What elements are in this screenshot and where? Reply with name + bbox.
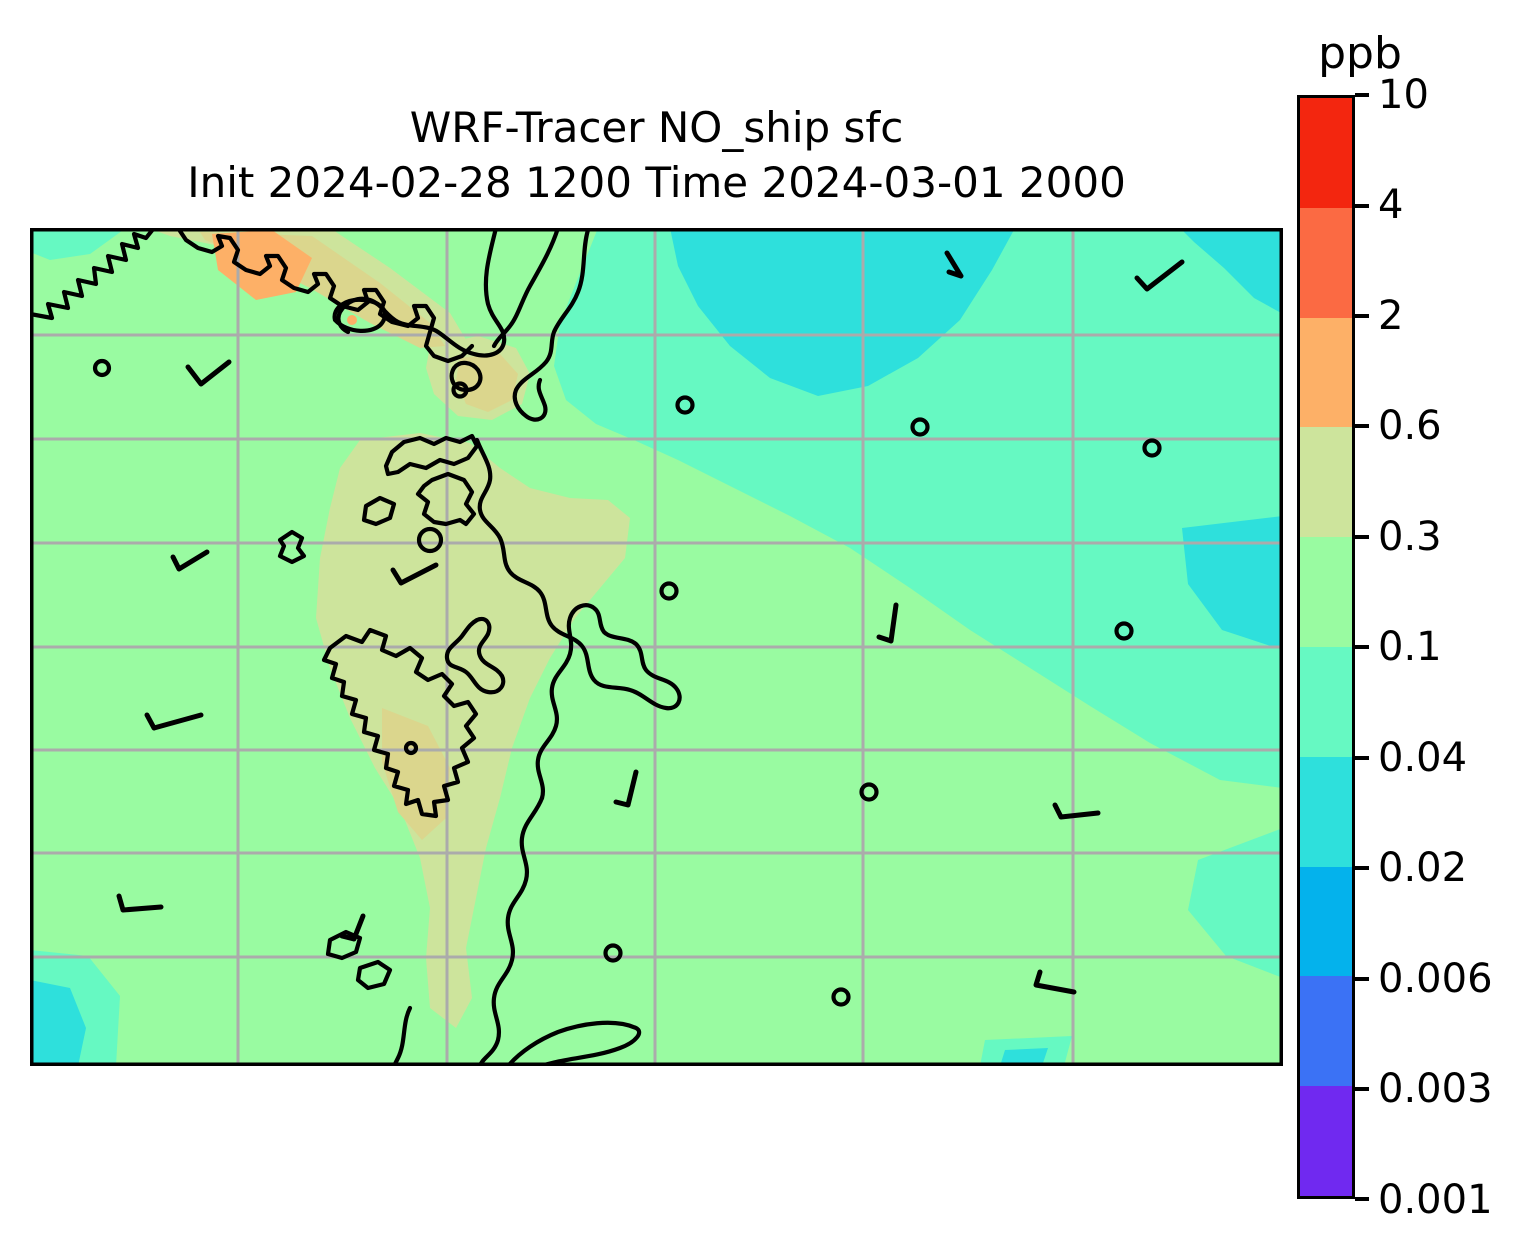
colorbar-tickmark <box>1355 424 1369 428</box>
colorbar-segment-0.3-0.6 <box>1300 427 1352 538</box>
coast-island-seahorse <box>444 616 506 695</box>
latlon-gridlines <box>30 228 1283 1066</box>
contour-map <box>30 228 1283 1066</box>
coast-island-west-jagged <box>321 627 479 819</box>
colorbar-tickmark <box>1355 645 1369 649</box>
colorbar-tickmark <box>1355 866 1369 870</box>
coast-south-tail <box>477 795 545 1066</box>
fill-band-0p02-0p04-bottomcenter <box>1000 1048 1048 1066</box>
fill-khaki-core-inlet <box>456 354 518 412</box>
calm-wind-circle <box>659 581 679 601</box>
colorbar-tick-label: 10 <box>1378 72 1429 118</box>
map-axes <box>30 228 1283 1066</box>
colorbar-tick-label: 0.04 <box>1378 735 1468 781</box>
coastlines <box>30 228 682 1066</box>
colorbar-segment-4-10 <box>1300 98 1352 208</box>
colorbar-tickmark <box>1355 977 1369 981</box>
fill-band-0p6-2-dot <box>347 315 357 325</box>
calm-wind-circle <box>451 381 469 399</box>
colorbar-tickmark <box>1355 93 1369 97</box>
colorbar-tickmark <box>1355 535 1369 539</box>
colorbar-unit-label: ppb <box>1318 28 1402 79</box>
colorbar-segment-2-4 <box>1300 207 1352 318</box>
coast-inlet-east-leg <box>512 228 591 422</box>
calm-wind-circle <box>1142 438 1162 458</box>
wind-barb <box>339 913 366 942</box>
wind-barb <box>1033 969 1077 995</box>
plot-title-line1: WRF-Tracer NO_ship sfc <box>409 103 904 152</box>
colorbar-tickmark <box>1355 314 1369 318</box>
calm-wind-circle <box>910 417 930 437</box>
fill-band-0p02-0p04-bottomleft <box>30 980 86 1066</box>
coast-islet-notched <box>277 529 307 565</box>
wind-barb <box>876 602 899 644</box>
coast-inlet-west <box>336 228 507 358</box>
fill-band-0p3-0p6-archipelago <box>316 433 630 1028</box>
calm-wind-circle <box>603 943 623 963</box>
plot-title: WRF-Tracer NO_ship sfc Init 2024-02-28 1… <box>30 100 1283 210</box>
coast-north-mainland <box>175 228 475 364</box>
colorbar-tick-label: 0.6 <box>1378 403 1442 449</box>
colorbar-tickmark <box>1355 1197 1369 1201</box>
coast-bottom-exit <box>391 1005 413 1066</box>
colorbar-tick-label: 0.02 <box>1378 845 1468 891</box>
fill-band-0p02-0p04-rightmid <box>1182 516 1283 650</box>
plot-title-line2: Init 2024-02-28 1200 Time 2024-03-01 200… <box>187 158 1126 207</box>
colorbar-segment-0.006-0.02 <box>1300 866 1352 977</box>
wind-barb <box>1052 802 1101 820</box>
coast-islet-bottom1 <box>325 929 363 961</box>
wind-barb <box>144 712 204 731</box>
coast-east-mainland <box>474 437 682 801</box>
calm-wind-circle <box>1114 621 1134 641</box>
calm-wind-circles <box>451 381 1162 1007</box>
wind-barb <box>613 769 639 808</box>
wind-barbs <box>116 250 1185 995</box>
coast-pond <box>449 360 483 393</box>
colorbar-tick-label: 4 <box>1378 182 1404 228</box>
colorbar-segment-0.02-0.04 <box>1300 756 1352 867</box>
wind-barb <box>390 562 439 586</box>
wind-barb <box>944 250 964 279</box>
calm-wind-circle <box>675 395 695 415</box>
colorbar-tick-label: 0.1 <box>1378 624 1442 670</box>
colorbar-segment-0.04-0.1 <box>1300 646 1352 757</box>
colorbar-segment-0.6-2 <box>1300 317 1352 428</box>
calm-wind-circle <box>831 987 851 1007</box>
coast-northwest-jagged <box>30 228 157 321</box>
colorbar-tick-label: 0.001 <box>1378 1177 1493 1223</box>
colorbar-tickmark <box>1355 204 1369 208</box>
colorbar-segment-0.1-0.3 <box>1300 537 1352 647</box>
fill-band-0p04-0p1-topleft <box>30 228 126 260</box>
wind-barb <box>1134 259 1185 292</box>
calm-wind-circle <box>859 782 879 802</box>
fill-band-0p02-0p04-topright <box>1180 228 1283 314</box>
map-border <box>30 228 1283 1066</box>
wind-barb <box>116 893 164 913</box>
colorbar <box>1297 95 1355 1199</box>
coast-island-north <box>383 433 480 477</box>
colorbar-tick-label: 0.006 <box>1378 956 1493 1002</box>
colorbar-tickmark <box>1355 756 1369 760</box>
colorbar-segment-0.003-0.006 <box>1300 976 1352 1087</box>
colorbar-tick-label: 2 <box>1378 293 1404 339</box>
colorbar-segment-0.001-0.003 <box>1300 1086 1352 1196</box>
coast-islet-dot <box>403 740 419 756</box>
coast-islet-northwest <box>92 358 112 378</box>
wind-barb <box>185 359 232 387</box>
fill-band-0p02-0p04-topcenter <box>670 228 1015 396</box>
coast-island-mid <box>415 471 477 527</box>
fill-band-0p04-0p1-bottomright <box>1188 828 1283 978</box>
coast-islet-donut <box>416 526 444 554</box>
wind-barb <box>170 549 210 572</box>
colorbar-tick-label: 0.003 <box>1378 1066 1493 1112</box>
coast-island-mid-west <box>361 495 397 527</box>
coast-inlet-channel <box>491 228 561 349</box>
colorbar-tickmark <box>1355 1087 1369 1091</box>
colorbar-tick-label: 0.3 <box>1378 514 1442 560</box>
coast-islet-bottom2 <box>355 959 393 991</box>
